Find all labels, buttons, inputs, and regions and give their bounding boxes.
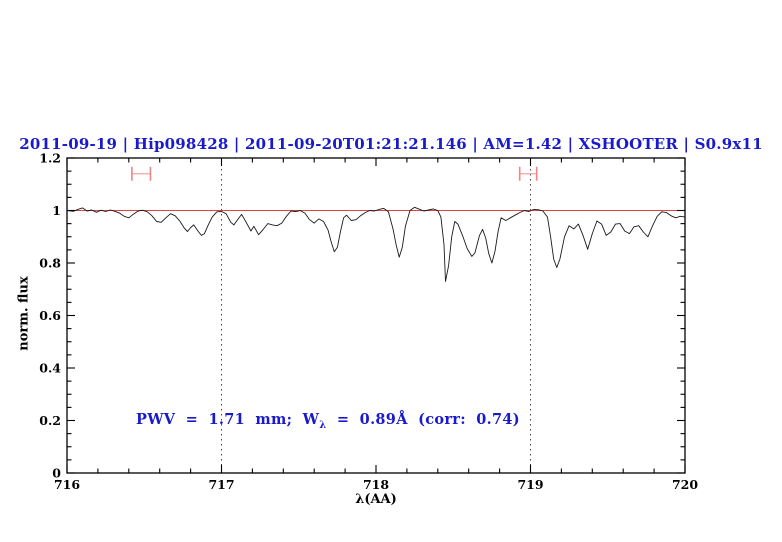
spectrum-line [66, 206, 686, 282]
y-tick-label: 1.2 [39, 151, 61, 166]
x-tick-label: 719 [517, 477, 543, 492]
pwv-annotation-text-2: = 0.89Å (corr: 0.74) [326, 411, 520, 428]
plot-title: 2011-09-19 | Hip098428 | 2011-09-20T01:2… [19, 135, 763, 153]
y-tick-label: 0 [52, 466, 61, 481]
y-tick-label: 1 [52, 203, 61, 218]
axis-ticks [66, 157, 686, 474]
pwv-annotation: PWV = 1.71 mm; Wλ = 0.89Å (corr: 0.74) [136, 411, 520, 431]
pwv-annotation-text: PWV = 1.71 mm; W [136, 411, 320, 428]
x-tick-label: 720 [672, 477, 698, 492]
y-tick-label: 0.6 [39, 308, 61, 323]
x-tick-label: 717 [208, 477, 234, 492]
y-tick-label: 0.8 [39, 256, 61, 271]
y-tick-label: 0.2 [39, 413, 61, 428]
x-tick-label: 718 [363, 477, 389, 492]
y-axis-title: norm. flux [16, 275, 32, 351]
x-tick-label: 716 [54, 477, 80, 492]
ew-band-markers [131, 166, 538, 181]
guide-lines [221, 159, 531, 472]
x-axis-title: λ(AA) [355, 492, 397, 507]
lambda-subscript: λ [319, 419, 327, 431]
y-tick-label: 0.4 [39, 361, 61, 376]
